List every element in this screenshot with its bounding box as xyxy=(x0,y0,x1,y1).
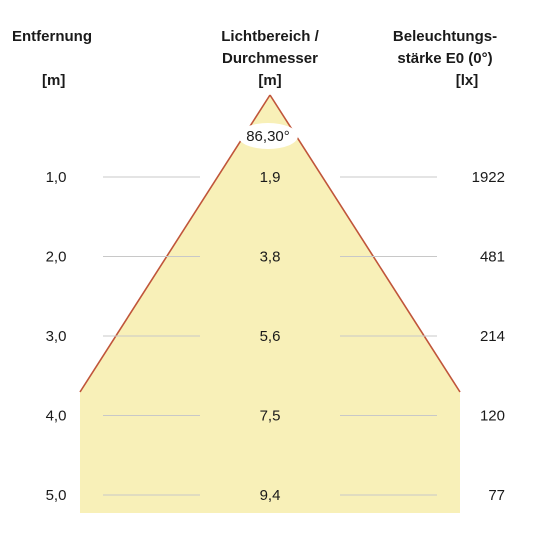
cone-edge-left xyxy=(79,94,271,393)
light-cone xyxy=(80,95,460,513)
distance-unit: [m] xyxy=(42,72,66,89)
beam-angle-badge xyxy=(238,123,298,149)
illuminance-unit: [lx] xyxy=(455,72,479,89)
illuminance-value: 77 xyxy=(488,487,505,504)
distance-value: 2,0 xyxy=(46,249,67,266)
light-area-header-line2: Durchmesser xyxy=(222,50,318,67)
illuminance-value: 214 xyxy=(480,328,505,345)
rows-group: 1,0 1,9 1922 2,0 3,8 481 3,0 5,6 214 4,0 7,5 120 5,0… xyxy=(46,169,505,504)
diameter-value: 7,5 xyxy=(260,408,281,425)
diameter-value: 3,8 xyxy=(260,249,281,266)
distance-value: 1,0 xyxy=(46,169,67,186)
beam-angle-label: 86,30° xyxy=(246,128,290,145)
diameter-value: 1,9 xyxy=(260,169,281,186)
distance-value: 4,0 xyxy=(46,408,67,425)
light-area-header-line1: Lichtbereich / xyxy=(221,28,319,45)
diameter-value: 9,4 xyxy=(260,487,281,504)
distance-header: Entfernung xyxy=(12,26,92,48)
diameter-value: 5,6 xyxy=(260,328,281,345)
distance-value: 5,0 xyxy=(46,487,67,504)
illuminance-header: Beleuchtungs- stärke E0 (0°) xyxy=(360,26,530,70)
illuminance-value: 120 xyxy=(480,408,505,425)
cone-edge-right xyxy=(269,94,461,393)
light-area-header: Lichtbereich / Durchmesser xyxy=(190,26,350,70)
distance-value: 3,0 xyxy=(46,328,67,345)
illuminance-header-line2: stärke E0 (0°) xyxy=(397,50,493,67)
light-area-unit: [m] xyxy=(258,72,282,89)
illuminance-value: 481 xyxy=(480,249,505,266)
distance-header-label: Entfernung xyxy=(12,28,92,45)
illuminance-value: 1922 xyxy=(472,169,505,186)
illuminance-header-line1: Beleuchtungs- xyxy=(392,28,498,45)
